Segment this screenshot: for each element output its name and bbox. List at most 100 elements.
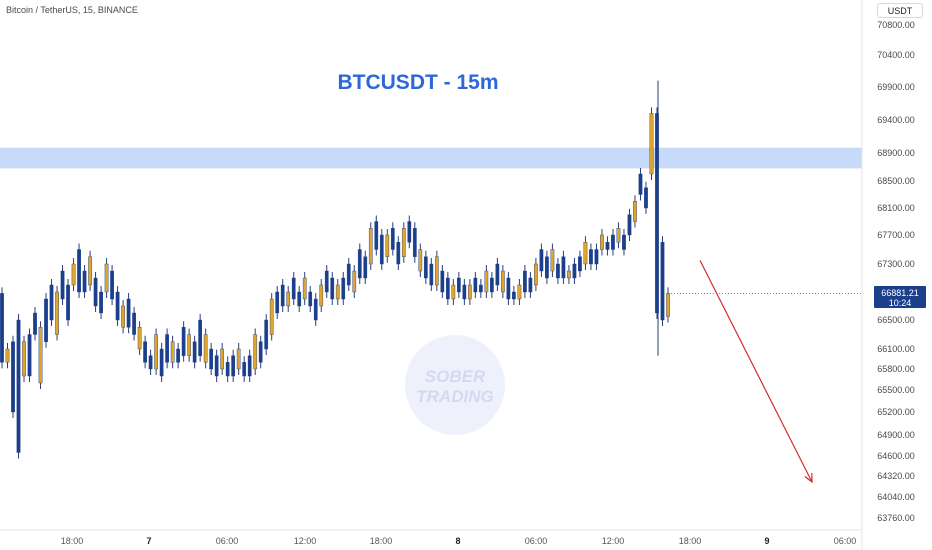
candle — [468, 279, 472, 305]
chart-title: BTCUSDT - 15m — [337, 71, 498, 94]
candle — [264, 314, 269, 355]
candle — [589, 243, 593, 270]
candle — [561, 250, 566, 284]
candle — [495, 258, 500, 291]
candle — [93, 272, 98, 312]
candle — [38, 321, 43, 389]
candle — [176, 343, 180, 369]
candle — [137, 321, 142, 355]
watermark-line: SOBER — [425, 367, 486, 386]
candle — [523, 265, 527, 298]
candle — [209, 343, 214, 375]
candle — [22, 335, 26, 382]
candle — [545, 250, 549, 284]
time-axis[interactable]: 18:00 7 06:00 12:00 18:00 8 06:00 12:00 18:00 9 06… — [61, 536, 857, 546]
candle — [121, 300, 125, 334]
candle — [82, 265, 87, 298]
candle — [148, 349, 153, 375]
y-tick-label: 64900.00 — [877, 430, 915, 440]
candle — [170, 335, 175, 369]
candle — [242, 356, 247, 382]
sober-trading-watermark: SOBER TRADING — [416, 367, 493, 406]
candle — [27, 328, 32, 382]
y-tick-label: 68100.00 — [877, 203, 915, 213]
candle — [313, 293, 318, 326]
x-tick-label: 18:00 — [679, 536, 702, 546]
candle — [214, 349, 219, 382]
candle — [363, 250, 368, 284]
candle — [605, 236, 610, 256]
x-tick-label: 8 — [455, 536, 460, 546]
y-tick-label: 63760.00 — [877, 513, 915, 523]
candle — [104, 258, 109, 298]
candle — [456, 272, 461, 298]
candle — [324, 265, 329, 298]
x-tick-label: 06:00 — [525, 536, 548, 546]
candle — [236, 343, 241, 375]
y-tick-label: 68900.00 — [877, 148, 915, 158]
candle — [291, 272, 296, 305]
y-tick-label: 65200.00 — [877, 407, 915, 417]
y-tick-label: 64320.00 — [877, 471, 915, 481]
candle — [434, 250, 439, 291]
y-tick-label: 70400.00 — [877, 50, 915, 60]
candle — [390, 222, 395, 256]
y-tick-label: 64600.00 — [877, 451, 915, 461]
candle — [220, 343, 225, 375]
candle — [269, 293, 274, 341]
candle — [539, 243, 544, 277]
candle — [88, 250, 92, 291]
candle — [379, 229, 384, 270]
candle — [567, 265, 571, 284]
x-tick-label: 9 — [764, 536, 769, 546]
candle — [638, 168, 643, 201]
candle — [115, 286, 120, 326]
candle — [132, 307, 136, 341]
y-tick-label: 69400.00 — [877, 115, 915, 125]
candle — [192, 335, 197, 369]
candle — [258, 335, 263, 369]
currency-button[interactable]: USDT — [877, 3, 923, 18]
candle — [286, 286, 291, 312]
candle — [462, 279, 467, 305]
price-axis[interactable]: 70800.00 70400.00 69900.00 69400.00 68900.00… — [877, 20, 915, 523]
candle — [77, 243, 81, 298]
candle — [583, 236, 588, 270]
candle — [528, 272, 533, 298]
candle — [352, 265, 357, 298]
candle — [11, 335, 15, 418]
candle — [517, 279, 522, 305]
candle — [198, 314, 203, 362]
candle — [622, 229, 626, 256]
candle — [247, 349, 252, 382]
x-tick-label: 12:00 — [294, 536, 317, 546]
candle — [203, 328, 208, 369]
candle — [660, 236, 665, 326]
watermark-circle — [405, 335, 505, 435]
candle — [445, 272, 450, 305]
candle — [611, 229, 615, 256]
candle — [0, 287, 4, 369]
candle — [99, 286, 103, 319]
trend-arrow-head — [804, 472, 813, 484]
candle — [5, 343, 10, 369]
x-tick-label: 18:00 — [61, 536, 84, 546]
candle — [374, 215, 379, 256]
y-tick-label: 65800.00 — [877, 364, 915, 374]
candle — [253, 328, 258, 375]
watermark-line: TRADING — [416, 387, 493, 406]
candle — [346, 258, 351, 291]
candle — [66, 279, 70, 326]
candle — [655, 107, 659, 319]
x-tick-label: 18:00 — [370, 536, 393, 546]
candle — [55, 286, 59, 341]
y-tick-label: 67700.00 — [877, 230, 915, 240]
candle — [594, 243, 599, 270]
candle — [44, 293, 48, 348]
candle — [401, 222, 406, 263]
candle — [143, 335, 147, 369]
candle — [490, 272, 494, 298]
candle — [473, 272, 478, 298]
candle — [407, 215, 412, 249]
